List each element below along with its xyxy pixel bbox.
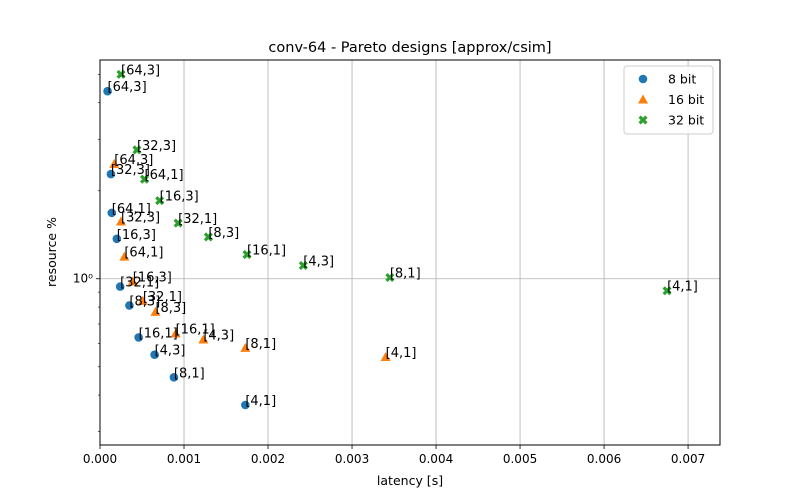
x-tick-label: 0.005 [503,452,537,466]
point-8-bit [134,333,143,342]
y-axis-label: resource % [44,217,59,287]
grid [99,60,720,445]
point-16-bit [380,351,391,361]
x-tick-label: 0.002 [251,452,285,466]
legend-label: 8 bit [668,72,696,87]
point-8-bit [241,400,250,410]
point-8-bit [103,86,112,96]
point-32-bit [116,69,126,79]
point-32-bit [298,260,308,271]
point-16-bit [116,216,127,226]
data-points [103,69,672,410]
x-tick-label: 0.000 [83,452,117,466]
legend-label: 32 bit [668,113,704,128]
chart-title: conv-64 - Pareto designs [approx/csim] [268,40,551,56]
y-axis-ticks: 10⁰ [73,74,100,432]
point-8-bit [115,282,125,291]
point-label: [8,1] [390,266,421,281]
point-16-bit [137,295,148,305]
point-32-bit [139,174,150,184]
point-8-bit [125,301,134,310]
point-label: [64,1] [112,202,151,217]
point-8-bit [106,169,116,179]
point-32-bit [662,286,672,296]
point-label: [8,3] [129,295,160,310]
x-tick-label: 0.007 [671,452,705,466]
y-tick-label: 10⁰ [73,272,93,286]
point-16-bit [109,158,120,168]
axes-frame [99,59,721,446]
point-label: [4,3] [155,344,186,359]
point-label: [32,3] [137,139,176,154]
legend-marker-8-bit [638,74,648,84]
point-16-bit [150,306,161,316]
point-16-bit [240,342,251,352]
point-32-bit [155,196,165,206]
point-32-bit [203,232,213,242]
x-tick-label: 0.001 [167,452,201,466]
point-label: [16,1] [247,244,286,259]
legend-marker-32-bit [638,115,648,125]
point-label: [8,3] [155,301,186,316]
x-tick-label: 0.003 [335,452,369,466]
point-8-bit [107,208,117,218]
x-axis-label: latency [s] [377,473,443,488]
point-label: [4,3] [203,328,234,343]
point-label: [16,3] [160,190,199,205]
x-axis-ticks: 0.000 0.001 0.002 0.003 0.004 0.005 0.006 0.007 [83,445,705,466]
x-tick-label: 0.004 [419,452,453,466]
point-label: [64,1] [124,246,163,261]
legend-label: 16 bit [668,92,704,107]
x-tick-label: 0.006 [587,452,621,466]
point-label: [8,3] [208,226,239,241]
point-32-bit [385,272,395,283]
point-label: [16,1] [139,326,178,341]
point-label: [32,3] [111,163,150,178]
legend-marker-16-bit [638,94,648,104]
point-label: [64,3] [121,63,160,78]
point-label: [16,1] [176,322,215,337]
point-32-bit [242,250,252,260]
point-8-bit [150,350,159,359]
point-label: [64,3] [108,80,147,95]
point-8-bit [169,373,179,382]
point-label: [16,3] [133,270,172,285]
point-label: [32,1] [143,290,182,305]
point-label: [4,1] [386,346,417,361]
point-label: [16,3] [117,228,156,243]
point-label: [32,1] [178,212,217,227]
point-label: [8,1] [174,366,205,381]
point-label: [4,3] [303,254,334,269]
legend: 8 bit 16 bit 32 bit [623,65,714,135]
point-label: [32,1] [120,276,159,291]
point-label: [4,1] [245,394,276,409]
point-8-bit [112,234,122,244]
point-16-bit [170,328,181,338]
point-16-bit [198,334,209,344]
point-16-bit [127,276,138,286]
point-label: [64,1] [145,168,184,183]
point-labels: [64,3][32,3][64,1][16,3][32,1][8,3][16,1… [108,63,698,409]
point-32-bit [132,145,142,155]
point-32-bit [173,218,183,228]
point-label: [8,1] [245,337,276,352]
point-16-bit [119,251,130,261]
point-label: [4,1] [667,280,698,295]
point-label: [32,3] [121,210,160,225]
point-label: [64,3] [114,153,153,168]
